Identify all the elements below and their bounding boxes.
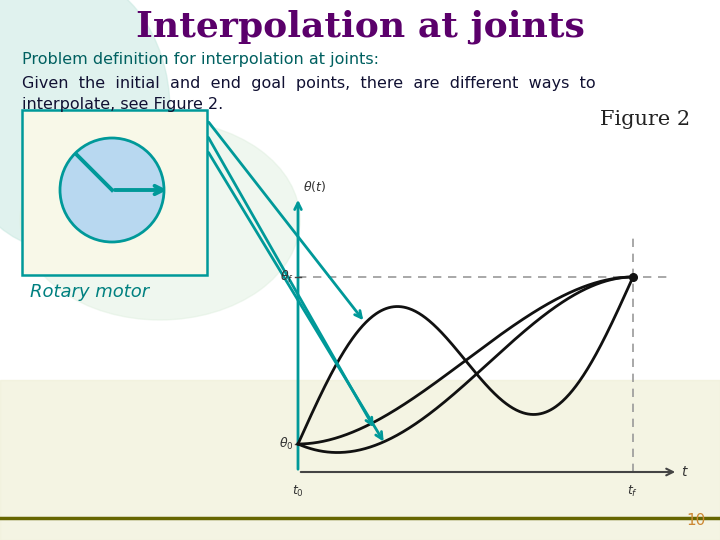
Text: 10: 10 bbox=[687, 513, 706, 528]
Bar bbox=[22, 110, 207, 275]
Text: $\theta_0$: $\theta_0$ bbox=[279, 436, 294, 452]
Text: Given  the  initial  and  end  goal  points,  there  are  different  ways  to: Given the initial and end goal points, t… bbox=[22, 76, 595, 91]
Ellipse shape bbox=[20, 120, 300, 320]
Text: $\theta(t)$: $\theta(t)$ bbox=[303, 179, 326, 194]
Text: Problem definition for interpolation at joints:: Problem definition for interpolation at … bbox=[22, 52, 379, 67]
Text: Rotary motor: Rotary motor bbox=[30, 283, 149, 301]
Text: $t_f$: $t_f$ bbox=[627, 484, 639, 499]
Text: interpolate, see Figure 2.: interpolate, see Figure 2. bbox=[22, 97, 223, 112]
Bar bbox=[0, 380, 720, 540]
Text: Interpolation at joints: Interpolation at joints bbox=[135, 10, 585, 44]
Circle shape bbox=[60, 138, 164, 242]
Text: $\theta_f$: $\theta_f$ bbox=[280, 269, 294, 285]
Text: Figure 2: Figure 2 bbox=[600, 110, 690, 129]
Text: $t_0$: $t_0$ bbox=[292, 484, 304, 499]
Ellipse shape bbox=[0, 0, 170, 250]
Text: $t$: $t$ bbox=[681, 465, 689, 479]
